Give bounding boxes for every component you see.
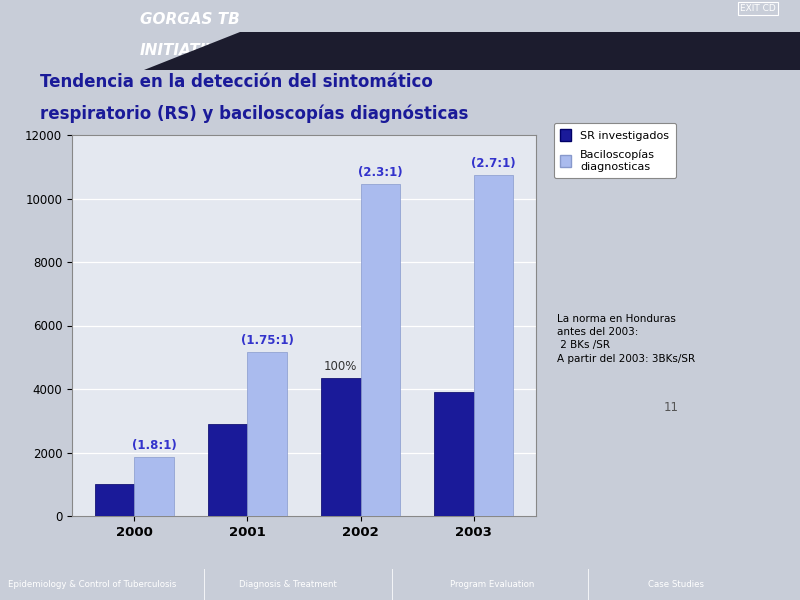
Bar <box>94 484 134 516</box>
Bar <box>321 378 361 516</box>
Text: UAB: UAB <box>627 48 656 61</box>
Text: 100%: 100% <box>324 360 358 373</box>
Text: Epidemiology & Control of Tuberculosis: Epidemiology & Control of Tuberculosis <box>8 580 176 589</box>
Bar <box>134 457 174 516</box>
Text: Case Studies: Case Studies <box>648 580 704 589</box>
Text: GORGAS TB: GORGAS TB <box>140 12 240 27</box>
Bar <box>474 175 514 516</box>
Text: Tendencia en la detección del sintomático: Tendencia en la detección del sintomátic… <box>40 73 433 91</box>
Legend: SR investigados, Baciloscopías
diagnosticas: SR investigados, Baciloscopías diagnosti… <box>554 122 676 178</box>
Polygon shape <box>144 32 800 70</box>
Text: respiratorio (RS) y baciloscopías diagnósticas: respiratorio (RS) y baciloscopías diagnó… <box>40 104 468 123</box>
Bar <box>434 392 474 516</box>
Text: 11: 11 <box>663 401 678 414</box>
Text: THE UNIVERSITY OF
ALABAMA AT BIRMINGHAM: THE UNIVERSITY OF ALABAMA AT BIRMINGHAM <box>693 49 776 60</box>
Bar <box>361 184 400 516</box>
Text: (1.75:1): (1.75:1) <box>241 334 294 347</box>
Text: (2.3:1): (2.3:1) <box>358 166 402 179</box>
Text: (2.7:1): (2.7:1) <box>471 157 516 170</box>
Text: Diagnosis & Treatment: Diagnosis & Treatment <box>239 580 337 589</box>
Bar <box>247 352 287 516</box>
Text: EXIT CD: EXIT CD <box>740 4 776 13</box>
Text: INITIATIVE: INITIATIVE <box>140 43 228 58</box>
Text: Program Evaluation: Program Evaluation <box>450 580 534 589</box>
Text: (1.8:1): (1.8:1) <box>132 439 177 452</box>
Text: La norma en Honduras
antes del 2003:
 2 BKs /SR
A partir del 2003: 3BKs/SR: La norma en Honduras antes del 2003: 2 B… <box>558 314 695 364</box>
Bar <box>208 424 247 516</box>
